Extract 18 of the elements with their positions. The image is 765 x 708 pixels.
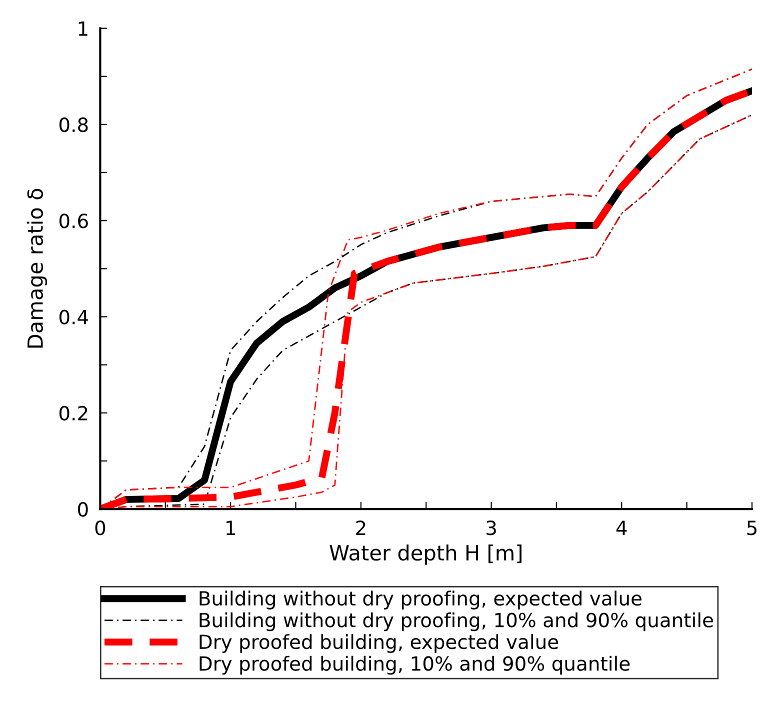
y-tick-label: 1 xyxy=(78,22,88,36)
y-tick-label: 0 xyxy=(78,502,88,517)
y-tick-label: 0.8 xyxy=(59,117,88,132)
y-tick-label: 0.4 xyxy=(59,310,88,324)
x-tick-label: 4 xyxy=(616,520,627,535)
legend-label: Dry proofed building, expected value xyxy=(200,634,558,653)
y-axis-title: Damage ratio δ xyxy=(26,188,48,348)
legend-label: Building without dry proofing, 10% and 90% quantile xyxy=(200,612,714,632)
y-tick-label: 0.6 xyxy=(59,214,88,228)
legend-label: Building without dry proofing, expected value xyxy=(200,590,642,610)
legend-label: Dry proofed building, 10% and 90% quantile xyxy=(200,656,630,675)
x-tick-label: 1 xyxy=(226,520,235,535)
x-tick-label: 0 xyxy=(95,520,106,536)
x-axis-title: Water depth H [m] xyxy=(330,544,522,565)
x-tick-label: 3 xyxy=(486,520,496,536)
y-tick-label: 0.2 xyxy=(59,406,88,421)
x-tick-label: 5 xyxy=(747,520,756,536)
x-tick-label: 2 xyxy=(356,520,366,535)
